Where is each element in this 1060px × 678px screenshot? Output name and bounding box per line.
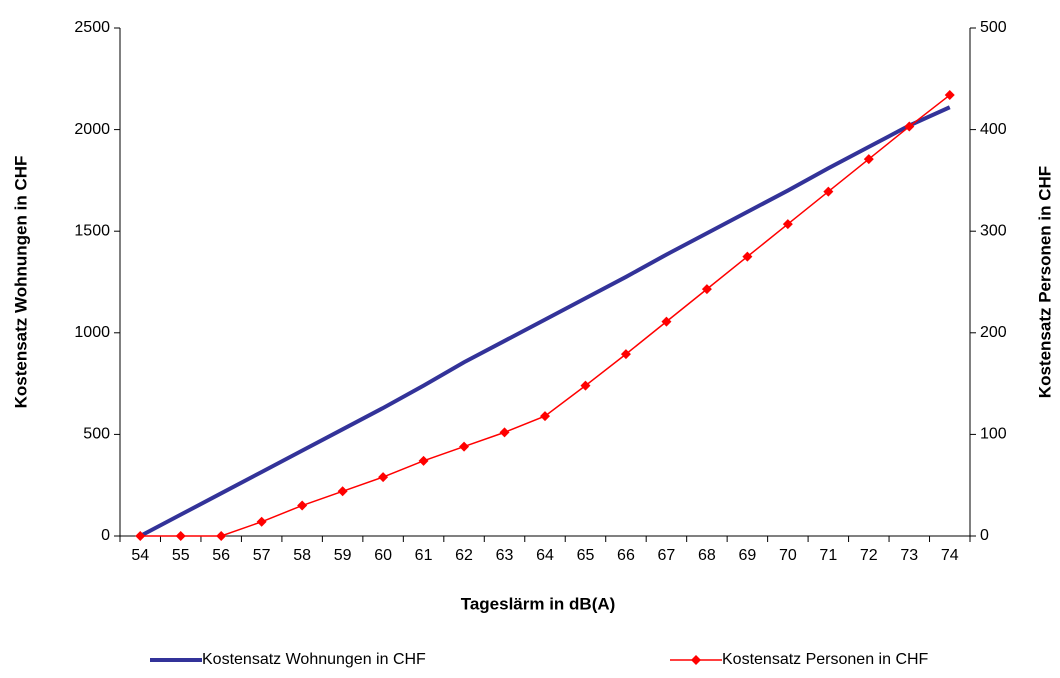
y-tick-label: 0 (101, 527, 110, 544)
y2-tick-label: 200 (980, 324, 1007, 341)
x-tick-label: 68 (698, 547, 716, 564)
x-tick-label: 70 (779, 547, 797, 564)
x-tick-label: 74 (941, 547, 959, 564)
marker (661, 316, 672, 327)
marker (944, 90, 955, 101)
marker (418, 455, 429, 466)
x-tick-label: 66 (617, 547, 635, 564)
marker (540, 411, 550, 422)
y-tick-label: 2500 (74, 19, 110, 36)
marker (216, 531, 227, 541)
marker (904, 121, 915, 132)
x-tick-label: 62 (455, 547, 473, 564)
marker (742, 251, 753, 262)
x-tick-label: 65 (577, 547, 595, 564)
y-tick-label: 2000 (74, 121, 110, 138)
x-tick-label: 63 (496, 547, 514, 564)
y2-tick-label: 300 (980, 222, 1007, 239)
x-tick-label: 59 (334, 547, 352, 564)
x-tick-label: 69 (738, 547, 756, 564)
y2-tick-label: 500 (980, 19, 1007, 36)
x-axis-label: Tageslärm in dB(A) (461, 594, 616, 613)
y2-tick-label: 100 (980, 426, 1007, 443)
y-tick-label: 500 (83, 426, 110, 443)
x-tick-label: 67 (658, 547, 676, 564)
marker (863, 154, 874, 165)
marker (297, 500, 308, 511)
x-tick-label: 61 (415, 547, 433, 564)
marker (782, 219, 793, 230)
y2-axis-label: Kostensatz Personen in CHF (1035, 166, 1054, 398)
marker (701, 284, 712, 295)
legend-label: Kostensatz Personen in CHF (722, 651, 929, 668)
y-tick-label: 1500 (74, 222, 110, 239)
x-tick-label: 55 (172, 547, 190, 564)
marker (256, 516, 267, 527)
x-tick-label: 54 (131, 547, 149, 564)
x-tick-label: 58 (293, 547, 311, 564)
y-tick-label: 1000 (74, 324, 110, 341)
x-tick-label: 64 (536, 547, 554, 564)
marker (135, 531, 146, 541)
marker (378, 472, 389, 483)
x-tick-label: 56 (212, 547, 230, 564)
series-line (139, 105, 951, 538)
marker (459, 441, 470, 452)
marker (823, 186, 834, 197)
marker (580, 380, 591, 391)
y-axis-label: Kostensatz Wohnungen in CHF (11, 156, 30, 409)
marker (620, 349, 631, 360)
x-tick-label: 72 (860, 547, 878, 564)
x-tick-label: 71 (819, 547, 837, 564)
x-tick-label: 60 (374, 547, 392, 564)
legend-label: Kostensatz Wohnungen in CHF (202, 651, 426, 668)
marker (499, 427, 510, 438)
y2-tick-label: 0 (980, 527, 989, 544)
x-tick-label: 57 (253, 547, 271, 564)
marker (175, 531, 186, 541)
marker (337, 486, 348, 497)
legend-marker (691, 655, 701, 665)
y2-tick-label: 400 (980, 121, 1007, 138)
x-tick-label: 73 (900, 547, 918, 564)
